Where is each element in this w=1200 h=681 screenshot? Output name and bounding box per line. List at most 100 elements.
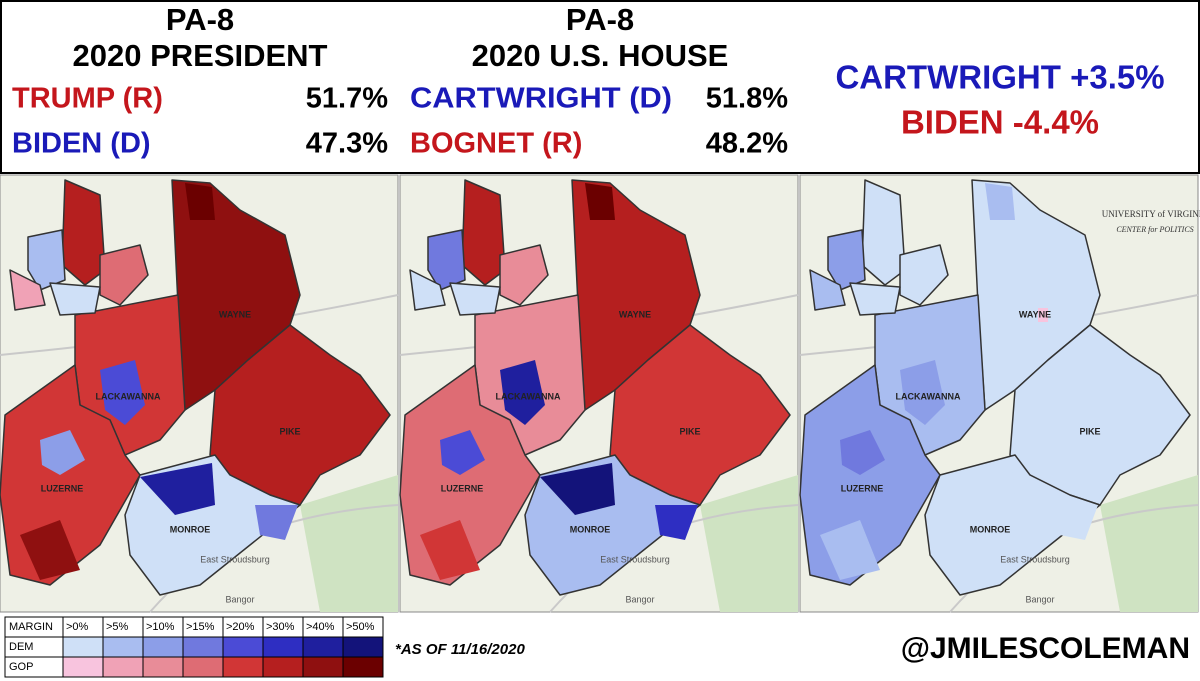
precinct-area bbox=[61, 179, 106, 286]
legend: MARGIN >0% >5% >10% >15% >20% >30% >40% >50% DEM G… bbox=[4, 616, 384, 678]
place-label: East Stroudsburg bbox=[200, 554, 270, 564]
percent: 48.2% bbox=[706, 128, 788, 160]
forest bbox=[1100, 475, 1198, 612]
map-panel: WAYNE LACKAWANNA PIKE LUZERNE MONROE East Str… bbox=[0, 174, 399, 613]
county-label: MONROE bbox=[970, 524, 1011, 534]
precinct-area bbox=[609, 324, 791, 506]
place-label: Bangor bbox=[225, 594, 254, 604]
county-label: PIKE bbox=[279, 426, 300, 436]
county-label: WAYNE bbox=[1019, 309, 1051, 319]
candidate: TRUMP (R) bbox=[12, 83, 163, 115]
legend-swatch bbox=[262, 656, 304, 678]
county-label: PIKE bbox=[679, 426, 700, 436]
legend-bin: >5% bbox=[106, 621, 129, 633]
precinct-area bbox=[9, 269, 46, 311]
county-label: WAYNE bbox=[619, 309, 651, 319]
precinct-area bbox=[185, 183, 215, 220]
footnote: *AS OF 11/16/2020 bbox=[395, 641, 525, 658]
precinct-area bbox=[900, 360, 945, 425]
county-label: LACKAWANNA bbox=[496, 391, 561, 401]
precinct-area bbox=[940, 463, 1015, 515]
precinct-area bbox=[255, 505, 298, 540]
county-label: LUZERNE bbox=[841, 483, 884, 493]
forest bbox=[300, 475, 398, 612]
overperformance: BIDEN -4.4% bbox=[901, 104, 1099, 141]
place-label: East Stroudsburg bbox=[600, 554, 670, 564]
percent: 51.8% bbox=[706, 83, 788, 115]
map-panel: WAYNE LACKAWANNA PIKE LUZERNE MONROE East Str… bbox=[399, 174, 799, 613]
legend-swatch bbox=[62, 656, 104, 678]
precinct-area bbox=[585, 183, 615, 220]
precinct-area bbox=[440, 430, 485, 475]
legend-row: DEM bbox=[9, 641, 33, 653]
county-label: LACKAWANNA bbox=[896, 391, 961, 401]
legend-swatch bbox=[302, 636, 344, 658]
title: PA-8 bbox=[566, 2, 634, 37]
precinct-area bbox=[1055, 505, 1098, 540]
precinct-area bbox=[809, 269, 846, 311]
precinct-area bbox=[40, 430, 85, 475]
precinct-area bbox=[49, 282, 101, 316]
logo: CENTER for POLITICS bbox=[1116, 225, 1193, 234]
candidate: CARTWRIGHT (D) bbox=[410, 83, 672, 115]
candidate: BIDEN (D) bbox=[12, 128, 151, 160]
county-label: MONROE bbox=[570, 524, 611, 534]
map-panel: WAYNE LACKAWANNA PIKE LUZERNE MONROE East Str… bbox=[799, 174, 1200, 613]
place-label: East Stroudsburg bbox=[1000, 554, 1070, 564]
precinct-area bbox=[409, 269, 446, 311]
precinct-area bbox=[420, 520, 480, 580]
legend-bin: >40% bbox=[306, 621, 335, 633]
precinct-area bbox=[449, 282, 501, 316]
precinct-area bbox=[849, 282, 901, 316]
legend-swatch bbox=[142, 636, 184, 658]
legend-bin: >15% bbox=[186, 621, 215, 633]
legend-swatch bbox=[182, 636, 224, 658]
legend-swatch bbox=[102, 636, 144, 658]
legend-swatch bbox=[62, 636, 104, 658]
legend-bin: >10% bbox=[146, 621, 175, 633]
precinct-area bbox=[100, 360, 145, 425]
percent: 51.7% bbox=[306, 83, 388, 115]
legend-swatch bbox=[222, 656, 264, 678]
legend-swatch bbox=[342, 636, 384, 658]
precinct-area bbox=[861, 179, 906, 286]
precinct-area bbox=[209, 324, 391, 506]
legend-swatch bbox=[142, 656, 184, 678]
title: PA-8 bbox=[166, 2, 234, 37]
place-label: Bangor bbox=[1025, 594, 1054, 604]
precinct-area bbox=[840, 430, 885, 475]
credit: @JMILESCOLEMAN bbox=[901, 632, 1190, 665]
place-label: Bangor bbox=[625, 594, 654, 604]
precinct-area bbox=[140, 463, 215, 515]
legend-row: GOP bbox=[9, 661, 33, 673]
legend-swatch bbox=[302, 656, 344, 678]
county-label: PIKE bbox=[1079, 426, 1100, 436]
precinct-area bbox=[461, 179, 506, 286]
county-label: MONROE bbox=[170, 524, 211, 534]
logo: UNIVERSITY of VIRGINIA bbox=[1102, 209, 1200, 219]
precinct-area bbox=[540, 463, 615, 515]
county-label: LACKAWANNA bbox=[96, 391, 161, 401]
precinct-area bbox=[655, 505, 698, 540]
precinct-area bbox=[985, 183, 1015, 220]
forest bbox=[700, 475, 798, 612]
candidate: BOGNET (R) bbox=[410, 128, 582, 160]
county-label: LUZERNE bbox=[41, 483, 84, 493]
legend-swatch bbox=[182, 656, 224, 678]
legend-bin: >20% bbox=[226, 621, 255, 633]
subtitle: 2020 U.S. HOUSE bbox=[472, 38, 729, 73]
maps: WAYNE LACKAWANNA PIKE LUZERNE MONROE East Str… bbox=[0, 174, 1200, 613]
overperformance: CARTWRIGHT +3.5% bbox=[835, 59, 1164, 96]
legend-header: MARGIN bbox=[9, 621, 53, 633]
precinct-area bbox=[20, 520, 80, 580]
legend-swatch bbox=[222, 636, 264, 658]
precinct-area bbox=[1038, 308, 1048, 322]
precinct-area bbox=[1009, 324, 1191, 506]
legend-swatch bbox=[342, 656, 384, 678]
county-label: LUZERNE bbox=[441, 483, 484, 493]
percent: 47.3% bbox=[306, 128, 388, 160]
legend-bin: >0% bbox=[66, 621, 89, 633]
precinct-area bbox=[500, 360, 545, 425]
county-label: WAYNE bbox=[219, 309, 251, 319]
